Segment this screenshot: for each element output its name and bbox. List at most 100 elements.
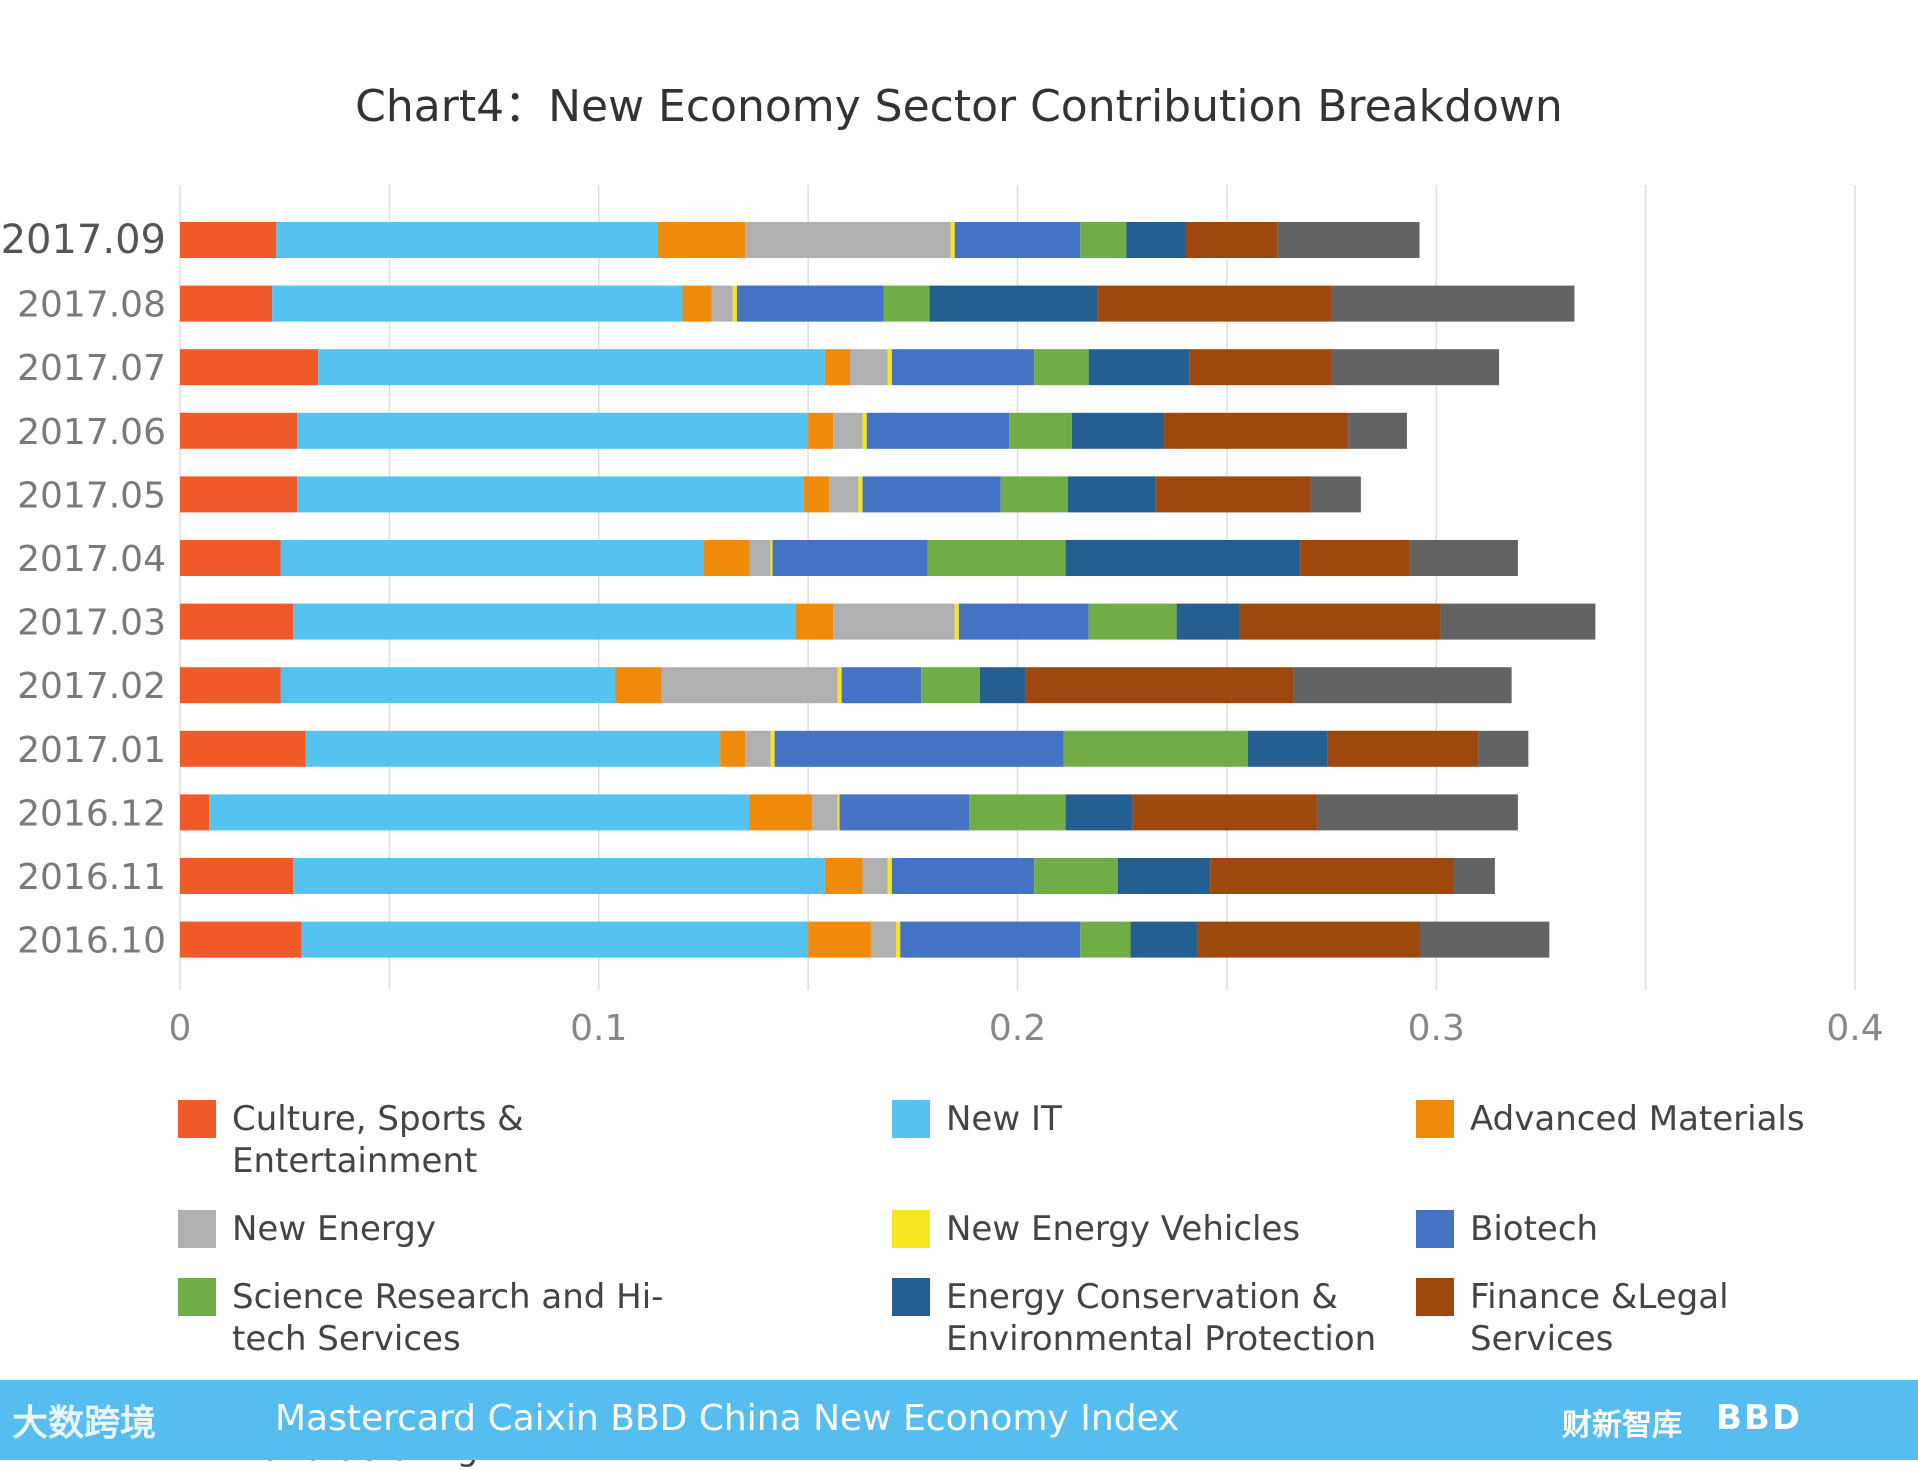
bar-segment (1126, 222, 1185, 258)
bar-segment (180, 285, 273, 322)
bar-segment (1063, 730, 1248, 767)
bar-segment (1210, 858, 1453, 894)
bar-segment (180, 476, 298, 513)
bar-segment (850, 349, 888, 386)
legend-item: Finance &Legal Services (1416, 1276, 1876, 1360)
bar-segment (929, 285, 1098, 322)
bar-segment (921, 667, 980, 704)
legend-item: Biotech (1416, 1208, 1876, 1250)
category-label: 2017.08 (17, 285, 166, 326)
legend-swatch (892, 1100, 930, 1138)
bar-segment (180, 921, 302, 958)
bar-segment (833, 412, 863, 449)
footer-logo-caixin: 财新智库 (1562, 1408, 1682, 1443)
bar-segment (1000, 476, 1068, 513)
bar-segment (887, 858, 892, 894)
bar-segment (180, 730, 306, 767)
bar-segment (711, 285, 733, 322)
bar-segment (1189, 349, 1332, 386)
bar-segment (297, 412, 809, 449)
bar-segment (837, 794, 840, 831)
bar-segment (883, 285, 930, 322)
bar-segment (732, 285, 737, 322)
chart-title: Chart4：New Economy Sector Contribution B… (355, 81, 1563, 132)
bar-segment (1239, 603, 1441, 640)
bar-segment (772, 540, 928, 576)
legend-label: New Energy Vehicles (946, 1209, 1301, 1249)
bar-segment (703, 540, 750, 576)
category-label: 2017.07 (17, 348, 166, 389)
bar-segment (180, 222, 277, 258)
bar-segment (1164, 412, 1349, 449)
bar-segment (657, 222, 746, 258)
bar-segment (661, 667, 838, 704)
bar-segment (1118, 858, 1211, 894)
bar-segment (839, 794, 970, 831)
bar-segment (1300, 540, 1410, 576)
bar-segment (896, 921, 901, 958)
bar-segment (1409, 540, 1518, 576)
bar-segment (720, 730, 746, 767)
bar-segment (1247, 730, 1328, 767)
legend-item: New Energy (178, 1208, 892, 1250)
category-label: 2016.12 (17, 793, 166, 834)
bar-segment (891, 858, 1035, 894)
bar-segment (180, 412, 298, 449)
bar-segment (1034, 349, 1089, 386)
legend-label: Advanced Materials (1470, 1099, 1805, 1139)
bar-segment (858, 476, 863, 513)
x-tick-label: 0.2 (989, 1008, 1046, 1049)
bar-segment (979, 667, 1026, 704)
category-label: 2017.02 (17, 666, 166, 707)
bar-segment (954, 603, 959, 640)
category-label: 2017.01 (17, 730, 166, 771)
legend-item: New Energy Vehicles (892, 1208, 1416, 1250)
bar-segment (1130, 921, 1198, 958)
bar-segment (1065, 794, 1133, 831)
footer-banner: 大数跨境 Mastercard Caixin BBD China New Eco… (0, 1380, 1918, 1460)
bar-segment (770, 730, 775, 767)
bar-segment (318, 349, 825, 386)
footer-logo-bbd: BBD (1716, 1398, 1803, 1438)
legend-label: New Energy (232, 1209, 436, 1249)
bar-segment (829, 476, 859, 513)
bar-segment (1132, 794, 1317, 831)
x-tick-label: 0.1 (570, 1008, 627, 1049)
category-label: 2017.05 (17, 475, 166, 516)
category-label: 2017.06 (17, 412, 166, 453)
x-tick-label: 0.4 (1826, 1008, 1883, 1049)
bar-segment (803, 476, 830, 513)
legend-swatch (892, 1278, 930, 1316)
bar-segment (1419, 921, 1550, 958)
bar-segment (870, 921, 897, 958)
bar-segment (824, 858, 863, 894)
bar-segment (1071, 412, 1165, 449)
bar-segment (1277, 222, 1420, 258)
bar-segment (1080, 921, 1131, 958)
bar-segment (866, 412, 1010, 449)
legend-swatch (178, 1100, 216, 1138)
y-axis-categories: 2017.09 2017.08 2017.07 2017.06 2017.05 2017.… (1, 217, 166, 962)
bar-segment (1197, 921, 1420, 958)
bar-segment (862, 858, 888, 894)
bar-segment (1065, 540, 1301, 576)
legend-item: Energy Conservation & Environmental Prot… (892, 1276, 1416, 1360)
bar-segment (682, 285, 712, 322)
bar-segment (969, 794, 1066, 831)
bar-segment (1155, 476, 1311, 513)
bar-segment (1088, 603, 1177, 640)
legend-swatch (892, 1210, 930, 1248)
bar-segment (862, 476, 1001, 513)
legend-swatch (178, 1210, 216, 1248)
bar-segments (180, 222, 1596, 958)
legend-item: Advanced Materials (1416, 1098, 1876, 1182)
bar-segment (1331, 349, 1500, 386)
bar-segment (1310, 476, 1361, 513)
bar-segment (887, 349, 892, 386)
bar-segment (1176, 603, 1240, 640)
bar-segment (1293, 667, 1512, 704)
bar-segment (1009, 412, 1072, 449)
bar-segment (812, 794, 838, 831)
bar-segment (841, 667, 922, 704)
bar-segment (745, 222, 951, 258)
